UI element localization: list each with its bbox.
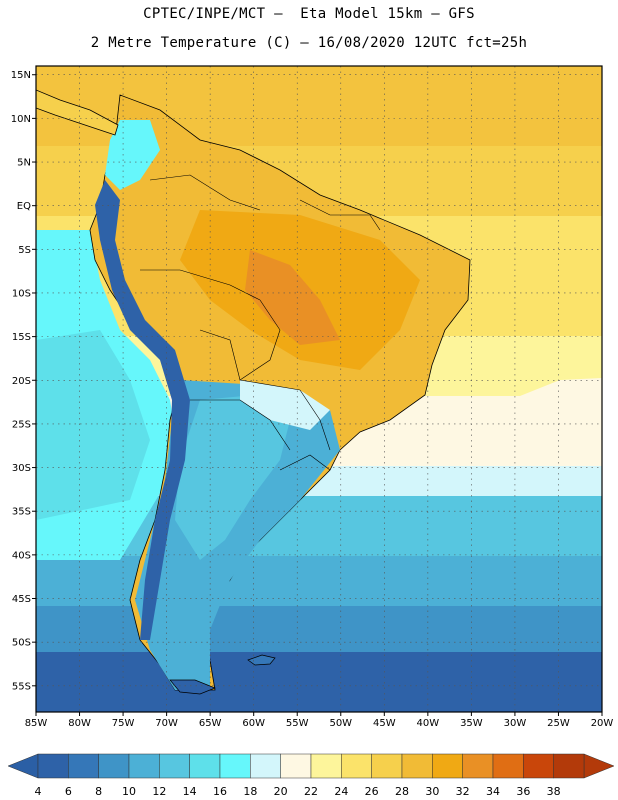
colorbar-label: 32 xyxy=(456,785,470,798)
lon-tick-label: 60W xyxy=(242,718,265,729)
colorbar-label: 36 xyxy=(516,785,530,798)
colorbar-box xyxy=(553,753,585,779)
lat-lon-grid xyxy=(36,66,602,712)
lat-tick-label: 5N xyxy=(17,158,31,169)
colorbar-box xyxy=(159,753,190,779)
colorbar-box xyxy=(219,753,251,779)
colorbar-box xyxy=(492,753,524,779)
colorbar-box xyxy=(432,753,463,779)
colorbar-high-arrow xyxy=(583,753,615,779)
colorbar-label: 34 xyxy=(486,785,500,798)
colorbar-label: 20 xyxy=(274,785,288,798)
argentina-central xyxy=(175,395,290,560)
colorbar-box xyxy=(523,753,554,779)
lat-tick-label: 45S xyxy=(12,594,31,605)
lon-tick-label: 25W xyxy=(547,718,570,729)
colorbar-box xyxy=(128,753,160,779)
ocean-band-10 xyxy=(36,606,602,652)
lat-tick-label: 55S xyxy=(12,681,31,692)
title-line-1: CPTEC/INPE/MCT – Eta Model 15km – GFS xyxy=(143,6,475,22)
pacific-cool-area xyxy=(36,330,150,520)
lon-tick-label: 20W xyxy=(591,718,614,729)
colorbar-box xyxy=(68,753,99,779)
colombia-andes xyxy=(105,120,160,190)
colorbar-box xyxy=(280,753,312,779)
lat-tick-label: 25S xyxy=(12,419,31,430)
axis-ticks xyxy=(32,74,603,716)
colorbar-boxes xyxy=(37,753,585,779)
lat-tick-label: 5S xyxy=(18,245,31,256)
lat-tick-label: EQ xyxy=(17,201,31,212)
lat-tick-label: 50S xyxy=(12,638,31,649)
colorbar-label: 30 xyxy=(425,785,439,798)
lat-tick-label: 15N xyxy=(11,70,31,81)
lon-tick-label: 75W xyxy=(112,718,135,729)
colorbar-label: 4 xyxy=(35,785,42,798)
lat-tick-label: 10N xyxy=(11,114,31,125)
colorbar-box xyxy=(189,753,221,779)
lat-tick-label: 20S xyxy=(12,376,31,387)
colorbar-label: 24 xyxy=(334,785,348,798)
lon-tick-label: 30W xyxy=(504,718,527,729)
lon-tick-label: 70W xyxy=(155,718,178,729)
colorbar-low-arrow xyxy=(7,753,39,779)
colorbar-box xyxy=(98,753,130,779)
colorbar-labels: 4 6 8 10 12 14 16 18 20 22 24 26 28 30 32 34 36 38 xyxy=(35,785,561,798)
colorbar-label: 38 xyxy=(547,785,561,798)
colorbar-box xyxy=(371,753,403,779)
paraguay-mild xyxy=(240,380,330,430)
colorbar-label: 16 xyxy=(213,785,227,798)
colorbar-label: 28 xyxy=(395,785,409,798)
map-frame xyxy=(35,65,603,713)
lon-tick-label: 45W xyxy=(373,718,396,729)
colorbar-box xyxy=(462,753,494,779)
ocean-band-6 xyxy=(36,652,602,712)
colorbar-label: 6 xyxy=(65,785,72,798)
lon-tick-label: 80W xyxy=(68,718,91,729)
hottest-core xyxy=(245,250,340,345)
central-america-land xyxy=(36,89,119,136)
title-line-2: 2 Metre Temperature (C) – 16/08/2020 12U… xyxy=(90,35,528,51)
andes-cold-strip xyxy=(95,180,190,640)
colorbar-box xyxy=(310,753,342,779)
ocean-band-12 xyxy=(36,556,602,606)
colorbar-box xyxy=(401,753,433,779)
lon-tick-label: 40W xyxy=(417,718,440,729)
colorbar: 4 6 8 10 12 14 16 18 20 22 24 26 28 30 32 34 36 38 xyxy=(7,753,615,798)
latitude-labels: 15N 10N 5N EQ 5S 10S 15S 20S 25S 30S 35S 40S 45S 50S 5… xyxy=(11,70,31,692)
longitude-labels: 85W 80W 75W 70W 65W 60W 55W 50W 45W 40W 35W 30W 25W 2… xyxy=(25,718,614,729)
colorbar-box xyxy=(341,753,372,779)
lat-tick-label: 40S xyxy=(12,550,31,561)
colorbar-label: 12 xyxy=(152,785,166,798)
falkland-islands xyxy=(247,654,276,666)
map-plot-area xyxy=(36,66,602,712)
colorbar-label: 26 xyxy=(365,785,379,798)
lon-tick-label: 55W xyxy=(286,718,309,729)
tierra-del-fuego xyxy=(169,679,216,695)
colorbar-label: 22 xyxy=(304,785,318,798)
lat-tick-label: 10S xyxy=(12,288,31,299)
colorbar-label: 10 xyxy=(122,785,136,798)
colorbar-label: 18 xyxy=(243,785,257,798)
lat-tick-label: 35S xyxy=(12,507,31,518)
lat-tick-label: 15S xyxy=(12,332,31,343)
lon-tick-label: 50W xyxy=(329,718,352,729)
lon-tick-label: 65W xyxy=(199,718,222,729)
colorbar-box xyxy=(250,753,281,779)
colorbar-label: 14 xyxy=(183,785,197,798)
lat-tick-label: 30S xyxy=(12,463,31,474)
colorbar-label: 8 xyxy=(95,785,102,798)
colorbar-box xyxy=(37,753,69,779)
lon-tick-label: 35W xyxy=(460,718,483,729)
lon-tick-label: 85W xyxy=(25,718,48,729)
